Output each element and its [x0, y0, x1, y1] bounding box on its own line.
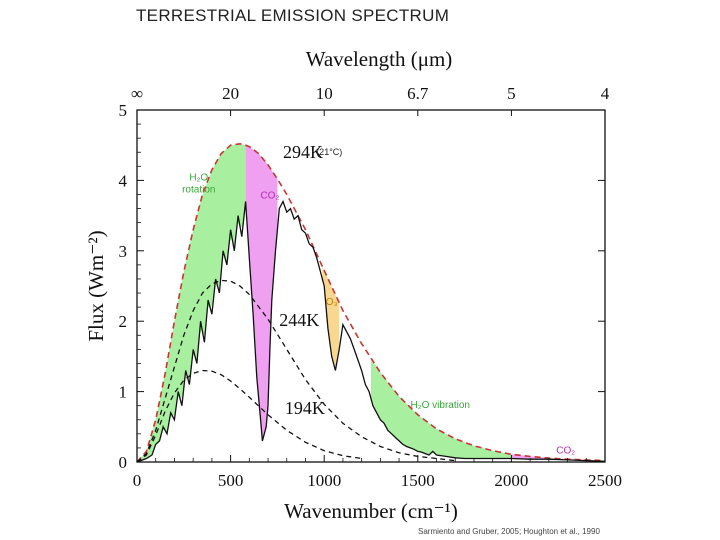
- band-o3-2: [322, 266, 340, 371]
- y-tick-label: 0: [119, 453, 128, 472]
- y-tick-label: 2: [119, 312, 128, 331]
- plot-frame: [136, 109, 606, 463]
- plot-border: [136, 109, 606, 463]
- curve-294k: [136, 142, 606, 463]
- y-axis-title: Flux (Wm⁻²): [84, 230, 108, 341]
- y-tick-label: 3: [119, 242, 128, 261]
- label-244k: 244K: [279, 310, 319, 330]
- labels: Wavenumber (cm⁻¹) Flux (Wm⁻²) Wavelength (…: [84, 47, 575, 523]
- band-co2-1: [245, 145, 278, 440]
- curve-observed: [136, 199, 606, 463]
- credit-text: Sarmiento and Gruber, 2005; Houghton et …: [418, 527, 600, 536]
- top-tick-label: 5: [507, 84, 516, 103]
- label-294k: 294K: [283, 142, 323, 162]
- curve-194k: [136, 369, 362, 463]
- band-label-0: H₂O: [189, 172, 208, 183]
- top-axis-title: Wavelength (μm): [306, 47, 453, 71]
- x-tick-label: 0: [133, 471, 142, 490]
- x-tick-label: 1500: [401, 471, 435, 490]
- slide-title: TERRESTRIAL EMISSION SPECTRUM: [136, 6, 450, 25]
- x-axis-title: Wavenumber (cm⁻¹): [284, 499, 458, 523]
- band-label-2: O₃: [326, 297, 338, 308]
- x-tick-label: 2500: [588, 471, 622, 490]
- band-label-4: CO₂: [556, 446, 575, 457]
- y-tick-label: 5: [119, 101, 128, 120]
- top-tick-label: 20: [222, 84, 239, 103]
- top-tick-label: 6.7: [407, 84, 429, 103]
- x-tick-label: 2000: [494, 471, 528, 490]
- label-294k-celsius: (21°C): [316, 147, 342, 157]
- band-label-3: H₂O vibration: [411, 400, 470, 411]
- curve-244k: [136, 279, 456, 463]
- x-tick-label: 1000: [307, 471, 341, 490]
- top-tick-label: 10: [316, 84, 333, 103]
- curves: [136, 142, 606, 463]
- x-tick-label: 500: [218, 471, 244, 490]
- band-label-0: rotation: [182, 184, 215, 195]
- top-tick-label: 4: [601, 84, 610, 103]
- y-tick-label: 1: [119, 383, 128, 402]
- top-tick-label: ∞: [131, 84, 143, 103]
- y-tick-label: 4: [119, 171, 128, 190]
- label-194k: 194K: [285, 398, 325, 418]
- band-h2o-vibration-3: [371, 358, 512, 459]
- band-label-1: CO₂: [260, 191, 279, 202]
